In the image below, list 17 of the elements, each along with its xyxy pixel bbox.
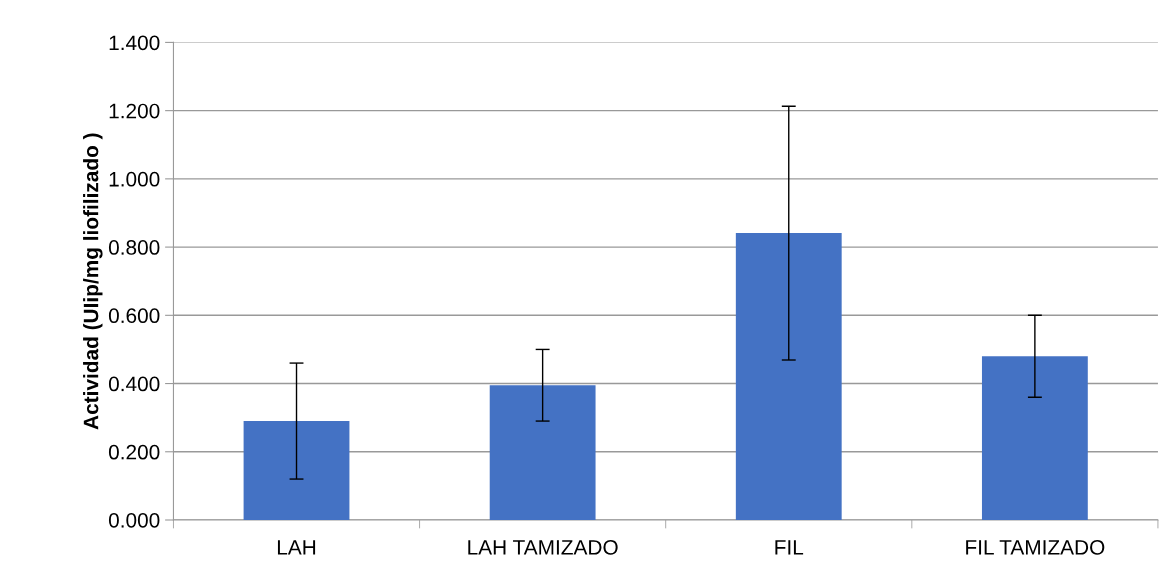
y-tick-label: 0.400 xyxy=(108,376,160,392)
y-tick-label: 1.000 xyxy=(109,171,160,187)
x-tick-label: LAH xyxy=(277,540,316,555)
x-tick-label: FIL xyxy=(775,540,804,555)
x-tick-label: LAH TAMIZADO xyxy=(468,539,618,555)
x-tick-label: FIL TAMIZADO xyxy=(966,539,1105,555)
y-axis-title: Actividad (UIip/mg liofilizado ) xyxy=(83,133,103,430)
y-tick-label: 1.400 xyxy=(109,35,160,51)
bar xyxy=(981,356,1088,520)
y-tick-label: 0.800 xyxy=(108,240,160,255)
y-tick-label: 0.200 xyxy=(108,444,160,460)
bar xyxy=(243,421,350,520)
y-tick-label: 0.600 xyxy=(108,308,160,324)
bar xyxy=(489,385,596,520)
y-tick-label: 0.000 xyxy=(108,513,160,528)
y-tick-label: 1.200 xyxy=(109,103,160,119)
bar xyxy=(735,233,842,520)
